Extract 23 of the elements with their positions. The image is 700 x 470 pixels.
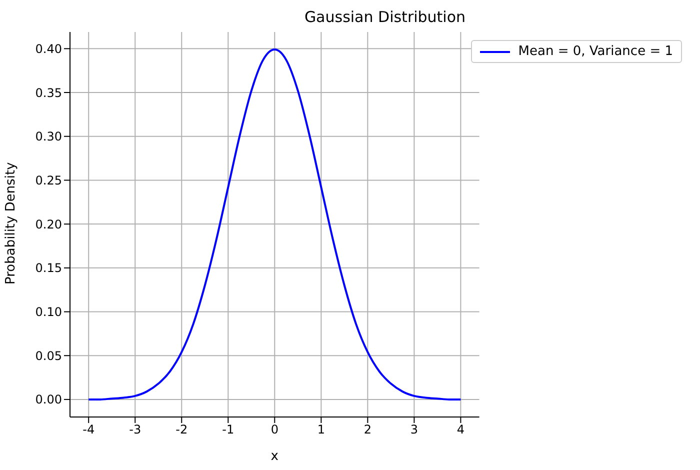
- y-tick-label: 0.10: [35, 305, 62, 320]
- x-tick-label: -1: [222, 422, 234, 437]
- chart-title: Gaussian Distribution: [303, 8, 467, 26]
- y-tick-label: 0.40: [35, 42, 62, 56]
- x-tick-label: 2: [364, 422, 372, 437]
- y-tick-label: 0.30: [35, 130, 62, 144]
- x-tick-label: 3: [410, 422, 418, 437]
- x-axis-title: x: [270, 449, 279, 464]
- x-tick-label: 1: [317, 422, 325, 437]
- line-series: [88, 48, 462, 400]
- x-tick-label: 4: [456, 422, 465, 437]
- y-tick-label: 0.25: [35, 173, 62, 188]
- y-tick-label: 0.15: [35, 261, 62, 276]
- y-tick-label: 0.35: [35, 86, 62, 100]
- y-tick-label: 0.00: [35, 392, 62, 407]
- y-axis-title: Probability Density: [4, 162, 19, 284]
- y-tick-label: 0.05: [35, 348, 62, 363]
- y-tick-label: 0.20: [35, 217, 62, 232]
- x-tick-label: -2: [176, 422, 188, 437]
- x-tick-label: 0: [270, 422, 278, 437]
- x-tick-label: -4: [82, 422, 95, 437]
- x-tick-label: -3: [129, 422, 142, 437]
- legend-label: Mean = 0, Variance = 1: [518, 44, 673, 59]
